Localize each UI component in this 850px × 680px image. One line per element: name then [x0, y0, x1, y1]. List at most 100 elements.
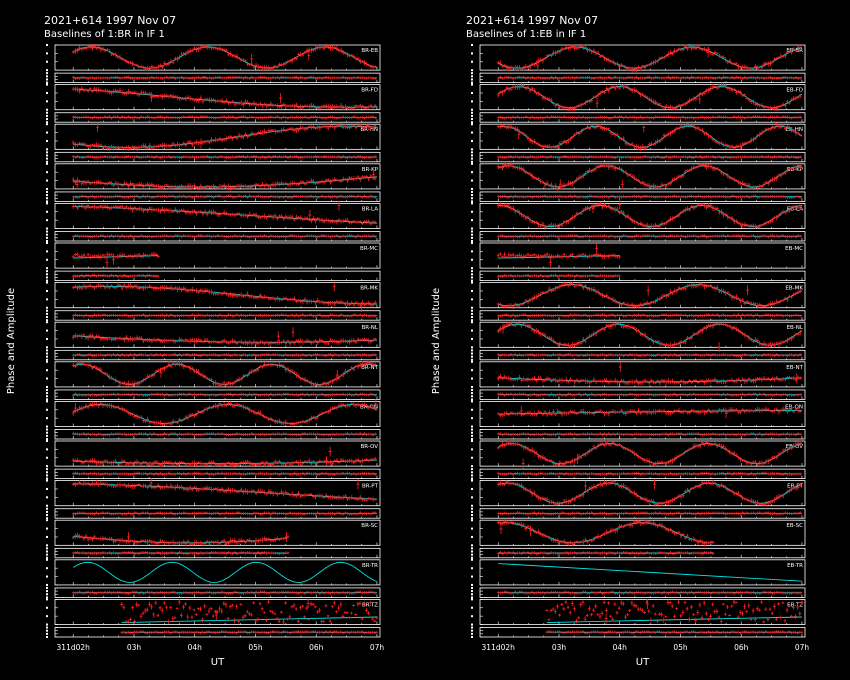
- phase-point: [275, 180, 279, 186]
- amplitude-point: [333, 314, 336, 318]
- phase-point: [156, 144, 160, 149]
- amplitude-point: [129, 116, 132, 120]
- phase-point: [107, 89, 111, 95]
- amplitude-point: [344, 116, 347, 120]
- amplitude-point: [348, 512, 351, 516]
- amplitude-point: [239, 76, 243, 80]
- phase-point: [237, 184, 241, 189]
- phase-point: [80, 86, 84, 91]
- amplitude-point: [203, 353, 207, 357]
- amplitude-point: [135, 551, 139, 555]
- amplitude-point: [348, 591, 351, 595]
- phase-point: [139, 182, 143, 188]
- phase-point: [107, 145, 111, 152]
- amplitude-point: [93, 591, 96, 595]
- phase-point: [290, 421, 294, 427]
- phase-point: [652, 60, 655, 66]
- amplitude-point: [146, 273, 149, 277]
- amplitude-point: [261, 314, 264, 318]
- amplitude-point: [371, 353, 375, 357]
- phase-point: [205, 97, 209, 101]
- amplitude-point: [290, 630, 294, 634]
- amplitude-point: [101, 313, 105, 317]
- amplitude-point: [373, 591, 377, 595]
- phase-point: [254, 538, 258, 543]
- amplitude-point: [125, 234, 128, 238]
- amplitude-point: [274, 551, 277, 555]
- phase-point: [165, 605, 168, 610]
- amplitude-point: [99, 353, 103, 357]
- x-tick-label: 311d02h: [57, 643, 91, 652]
- amplitude-point: [101, 353, 105, 357]
- amplitude-point: [127, 235, 130, 239]
- amplitude-point: [171, 551, 175, 555]
- amplitude-point: [212, 155, 215, 159]
- amplitude-point: [154, 235, 158, 239]
- amplitude-point: [282, 590, 285, 594]
- phase-point: [261, 130, 264, 136]
- phase-point: [171, 210, 175, 213]
- amplitude-point: [195, 512, 198, 516]
- phase-point: [343, 339, 347, 344]
- amplitude-point: [261, 116, 264, 120]
- phase-point: [241, 101, 245, 108]
- amplitude-point: [280, 116, 283, 120]
- amplitude-point: [214, 116, 217, 120]
- phase-point: [335, 610, 338, 613]
- amplitude-point: [208, 432, 211, 436]
- amplitude-point: [225, 76, 228, 80]
- amplitude-point: [229, 551, 232, 555]
- amplitude-point: [199, 195, 202, 199]
- amplitude-point: [312, 432, 315, 436]
- amplitude-point: [208, 552, 211, 556]
- phase-point: [127, 483, 130, 488]
- amplitude-point: [78, 313, 81, 317]
- phase-point: [654, 59, 657, 65]
- amplitude-point: [291, 234, 294, 238]
- amplitude-point: [269, 115, 273, 119]
- amplitude-point: [316, 115, 319, 119]
- phase-point: [737, 64, 740, 69]
- y-tick-label: [46, 44, 48, 46]
- amplitude-point: [246, 590, 249, 594]
- amplitude-point: [310, 393, 313, 397]
- phase-point: [158, 63, 162, 68]
- phase-point: [254, 62, 258, 68]
- amplitude-point: [242, 234, 245, 238]
- amplitude-point: [127, 75, 130, 79]
- phase-point: [265, 130, 269, 135]
- amplitude-point: [210, 512, 213, 516]
- amplitude-point: [237, 591, 241, 595]
- amplitude-point: [233, 392, 237, 396]
- amplitude-point: [201, 472, 205, 476]
- phase-point: [218, 487, 222, 494]
- amplitude-box: [54, 72, 381, 84]
- amplitude-point: [263, 630, 266, 634]
- amplitude-point: [150, 433, 154, 437]
- phase-point: [163, 184, 167, 189]
- amplitude-point: [225, 194, 228, 198]
- amplitude-point: [72, 512, 75, 516]
- amplitude-point: [195, 115, 198, 119]
- amplitude-point: [205, 115, 209, 119]
- y-tick-label: [46, 190, 48, 193]
- y-tick-label: [46, 151, 48, 154]
- phase-point: [348, 105, 352, 110]
- phase-point: [110, 536, 113, 542]
- amplitude-point: [125, 392, 128, 396]
- amplitude-point: [235, 393, 239, 397]
- amplitude-point: [116, 115, 120, 119]
- amplitude-point: [259, 234, 262, 238]
- amplitude-point: [120, 551, 124, 555]
- phase-point: [286, 298, 290, 302]
- amplitude-point: [186, 432, 190, 436]
- phase-point: [165, 284, 169, 291]
- amplitude-point: [159, 590, 162, 594]
- amplitude-point: [74, 432, 77, 436]
- amplitude-point: [176, 195, 179, 199]
- amplitude-point: [229, 76, 232, 80]
- amplitude-point: [327, 194, 330, 198]
- amplitude-point: [125, 551, 128, 555]
- amplitude-point: [305, 512, 309, 516]
- amplitude-point: [367, 76, 370, 80]
